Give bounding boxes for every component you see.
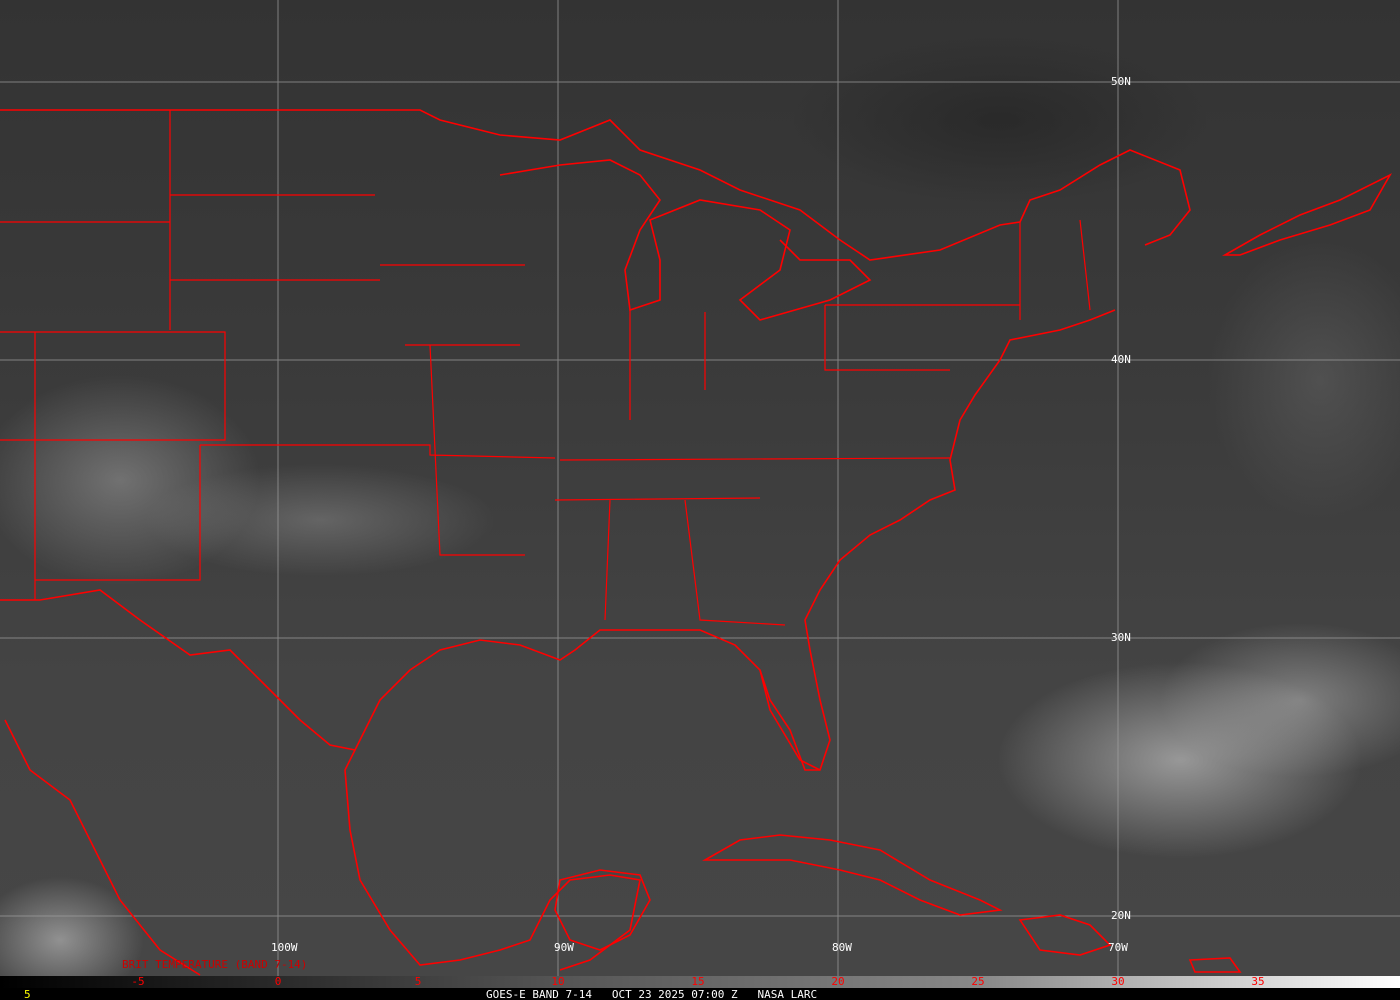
nova-scotia — [1221, 173, 1393, 256]
lat-label-30n: 30N — [1111, 631, 1131, 644]
yucatan — [554, 869, 651, 951]
graticule — [0, 0, 1400, 976]
colorbar-tick: 0 — [274, 975, 282, 988]
political-borders — [0, 109, 1393, 976]
lat-label-50n: 50N — [1111, 75, 1131, 88]
puerto-rico — [1188, 957, 1242, 973]
colorbar-tick: -5 — [131, 975, 145, 988]
corner-value: 5 — [24, 988, 31, 1000]
canada-border — [0, 109, 1191, 261]
us-mexico-border — [0, 589, 356, 751]
colorbar — [0, 976, 1400, 988]
colorbar-tick: 15 — [691, 975, 705, 988]
lat-label-40n: 40N — [1111, 353, 1131, 366]
florida — [759, 669, 821, 771]
colorbar-title: BRIT TEMPERATURE (BAND 7-14) — [122, 958, 308, 971]
satellite-imagery — [0, 0, 1400, 976]
great-lakes — [499, 159, 872, 321]
hispaniola — [1018, 914, 1112, 956]
cuba — [701, 834, 1003, 916]
mexico-pacific-coast — [4, 719, 201, 976]
lon-label-90w: 90W — [554, 941, 574, 954]
lon-label-80w: 80W — [832, 941, 852, 954]
colorbar-tick: 5 — [414, 975, 422, 988]
image-caption: GOES-E BAND 7-14 OCT 23 2025 07:00 Z NAS… — [486, 988, 818, 1000]
colorbar-tick: 30 — [1111, 975, 1125, 988]
lon-label-70w: 70W — [1108, 941, 1128, 954]
state-borders — [0, 110, 1091, 626]
lat-label-20n: 20N — [1111, 909, 1131, 922]
colorbar-tick: 25 — [971, 975, 985, 988]
lon-label-100w: 100W — [271, 941, 298, 954]
colorbar-tick: 35 — [1251, 975, 1265, 988]
us-coastline — [344, 309, 1116, 971]
colorbar-tick: 20 — [831, 975, 845, 988]
caption-bar — [0, 988, 1400, 1000]
colorbar-tick: 10 — [551, 975, 565, 988]
map-overlay — [0, 0, 1400, 976]
